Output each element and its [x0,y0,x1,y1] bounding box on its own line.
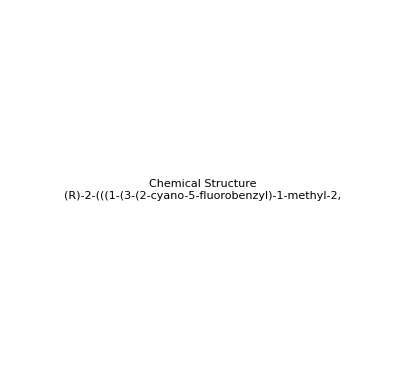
Text: Chemical Structure
(R)-2-(((1-(3-(2-cyano-5-fluorobenzyl)-1-methyl-2,: Chemical Structure (R)-2-(((1-(3-(2-cyan… [65,179,341,201]
